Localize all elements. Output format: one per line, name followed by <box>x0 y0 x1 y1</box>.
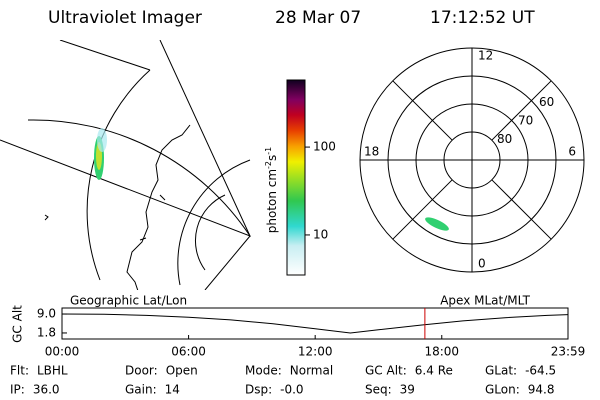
field-label: Dsp: <box>245 383 272 397</box>
x-tick-label: 18:00 <box>424 345 459 359</box>
field-value: 36.0 <box>33 383 60 397</box>
ring-label: 80 <box>497 132 512 146</box>
lon-line <box>0 40 251 290</box>
ring-label: 60 <box>539 95 554 109</box>
coastline <box>44 214 49 221</box>
lat-line <box>194 194 226 271</box>
lat-line <box>27 119 251 237</box>
field-value: Normal <box>290 364 333 378</box>
field-value: Open <box>166 364 198 378</box>
tick-label: 100 <box>313 140 336 154</box>
exponent: -1 <box>264 147 273 155</box>
timeline: Geographic Lat/Lon Apex MLat/MLT GC Alt … <box>11 294 586 359</box>
field-label: IP: <box>10 383 25 397</box>
y-label: GC Alt <box>11 305 25 343</box>
diag-line <box>392 80 453 141</box>
exponent: -2 <box>264 161 273 169</box>
footer: Flt: LBHL Door: Open Mode: Normal GC Alt: 6.4 R… <box>10 364 556 397</box>
colorbar-label: photon cm-2s-1 <box>264 147 279 234</box>
date: 28 Mar 07 <box>275 8 361 28</box>
lon-line <box>59 40 151 71</box>
aurora <box>97 128 107 152</box>
x-tick-label: 23:59 <box>551 345 586 359</box>
y-tick-label: 1.8 <box>37 325 56 339</box>
field-value: -64.5 <box>525 364 556 378</box>
aurora <box>425 217 449 231</box>
field-label: Gain: <box>125 383 157 397</box>
field-value: LBHL <box>37 364 68 378</box>
unit: s <box>265 155 279 161</box>
field-value: 39 <box>400 383 415 397</box>
altitude-line <box>61 313 569 334</box>
tick-label: 10 <box>313 227 328 241</box>
mlt-label: 12 <box>478 49 493 63</box>
field-label: Seq: <box>365 383 392 397</box>
field-label: GC Alt: <box>365 364 407 378</box>
instrument: Ultraviolet Imager <box>48 8 202 28</box>
colorbar: 10 100 <box>286 79 336 276</box>
mlt-label: 6 <box>568 145 576 159</box>
ring-label: 70 <box>518 114 533 128</box>
unit: photon cm <box>265 169 279 233</box>
field-value: 6.4 Re <box>415 364 453 378</box>
mlt-label: 18 <box>364 145 379 159</box>
diag-line <box>392 179 453 240</box>
colorbar-scale <box>286 79 306 276</box>
timeline-frame <box>61 307 569 340</box>
diag-line <box>491 80 552 141</box>
geo-map <box>0 40 251 290</box>
mlt-label: 0 <box>478 257 486 271</box>
field-value: -0.0 <box>280 383 303 397</box>
x-tick-label: 12:00 <box>298 345 333 359</box>
x-tick-label: 00:00 <box>45 345 80 359</box>
left-title: Geographic Lat/Lon <box>70 294 187 308</box>
field-label: Mode: <box>245 364 282 378</box>
right-title: Apex MLat/MLT <box>440 294 530 308</box>
field-label: Door: <box>125 364 158 378</box>
diag-line <box>491 179 552 240</box>
lat-line <box>177 159 251 286</box>
field-label: GLon: <box>485 383 520 397</box>
field-label: Flt: <box>10 364 29 378</box>
coastline <box>126 124 191 290</box>
field-value: 14 <box>165 383 180 397</box>
field-label: GLat: <box>485 364 517 378</box>
x-tick-label: 06:00 <box>171 345 206 359</box>
lat-line <box>86 69 151 281</box>
y-tick-label: 9.0 <box>37 307 56 321</box>
time: 17:12:52 UT <box>430 8 535 28</box>
field-value: 94.8 <box>528 383 555 397</box>
